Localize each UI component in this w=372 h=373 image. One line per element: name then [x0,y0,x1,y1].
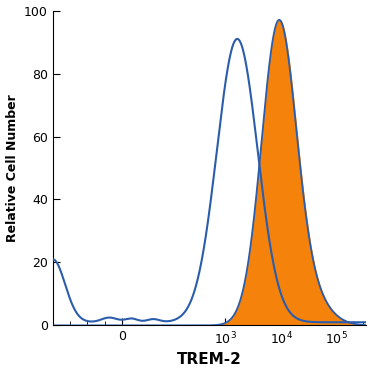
Y-axis label: Relative Cell Number: Relative Cell Number [6,94,19,242]
X-axis label: TREM-2: TREM-2 [177,352,242,367]
